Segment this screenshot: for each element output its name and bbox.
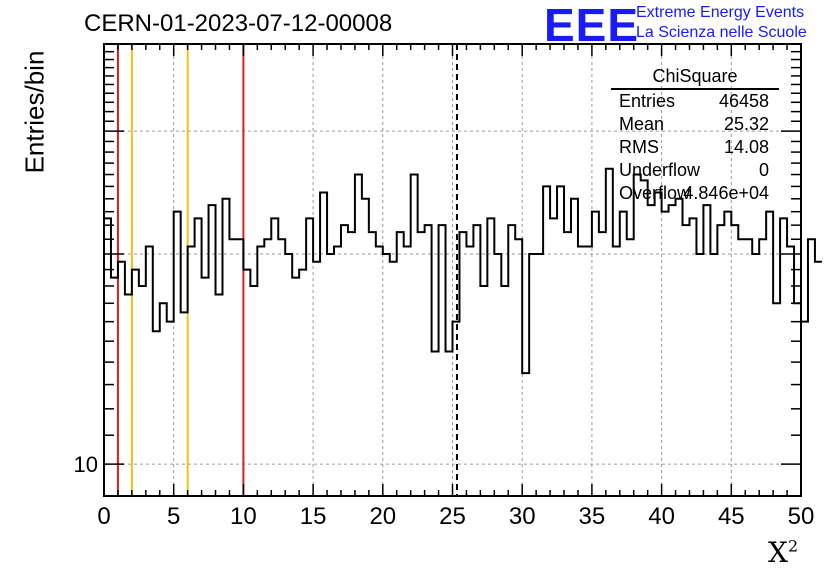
stats-row-overflow: Overflow 4.846e+04 (611, 182, 779, 205)
grid-layer (104, 44, 801, 496)
x-axis-label: X2 (768, 536, 798, 569)
stats-overflow-value: 4.846e+04 (683, 183, 769, 203)
stats-row-underflow: Underflow 0 (611, 159, 779, 182)
stats-mean-value: 25.32 (723, 114, 769, 134)
histogram-line (104, 167, 822, 375)
x-tick-label: 35 (579, 503, 606, 530)
stats-entries-value: 46458 (718, 91, 769, 111)
x-tick-label: 10 (230, 503, 257, 530)
x-tick-label: 30 (509, 503, 536, 530)
x-axis-label-superscript: 2 (787, 536, 799, 556)
histogram-layer (104, 167, 822, 375)
stats-rms-value: 14.08 (723, 137, 769, 157)
logo-line-1: Extreme Energy Events (636, 4, 805, 21)
stats-underflow-label: Underflow (619, 160, 701, 180)
y-tick-label: 10 (74, 452, 98, 477)
stats-row-entries: Entries 46458 (611, 90, 779, 113)
stats-rms-label: RMS (619, 137, 659, 157)
x-axis-label-text: X (768, 536, 788, 569)
x-tick-label: 45 (718, 503, 745, 530)
ticks-layer (103, 44, 802, 496)
x-tick-label: 50 (788, 503, 815, 530)
stats-underflow-value: 0 (758, 160, 769, 180)
stats-box: ChiSquare Entries 46458 Mean 25.32 RMS 1… (611, 66, 779, 205)
vertical-lines-layer (116, 44, 458, 496)
chart-title: CERN-01-2023-07-12-00008 (84, 10, 393, 37)
x-tick-label: 40 (648, 503, 675, 530)
x-tick-label: 15 (300, 503, 327, 530)
x-tick-label: 5 (167, 503, 180, 530)
x-tick-label: 0 (97, 503, 110, 530)
stats-overflow-label: Overflow (619, 183, 691, 203)
logo-line-2: La Scienza nelle Scuole (636, 24, 807, 41)
stats-entries-label: Entries (619, 91, 676, 111)
x-tick-label: 20 (369, 503, 396, 530)
stats-row-rms: RMS 14.08 (611, 136, 779, 159)
stats-row-mean: Mean 25.32 (611, 113, 779, 136)
stats-title: ChiSquare (611, 66, 779, 90)
x-tick-label: 25 (439, 503, 466, 530)
stats-mean-label: Mean (619, 114, 665, 134)
logo-mark: EEE (544, 0, 640, 51)
